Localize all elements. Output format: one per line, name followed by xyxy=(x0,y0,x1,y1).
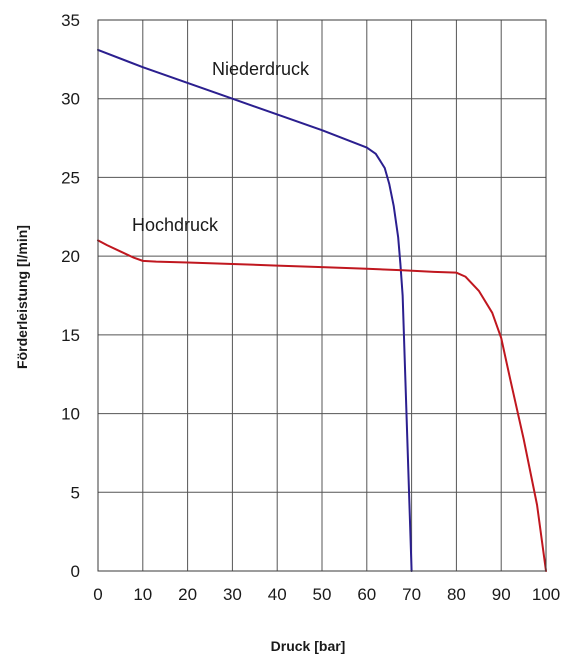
x-tick-label: 30 xyxy=(223,585,242,604)
y-tick-label: 0 xyxy=(71,562,80,581)
y-tick-label: 30 xyxy=(61,90,80,109)
x-tick-label: 0 xyxy=(93,585,102,604)
x-tick-label: 50 xyxy=(313,585,332,604)
x-tick-label: 80 xyxy=(447,585,466,604)
plot-frame xyxy=(97,19,547,572)
tick-labels: 0 10 20 30 40 50 60 70 80 90 100 0 5 10 15 20 25 30 35 xyxy=(61,11,560,604)
y-tick-label: 35 xyxy=(61,11,80,30)
series-label-hochdruck: Hochdruck xyxy=(132,215,219,235)
x-tick-label: 20 xyxy=(178,585,197,604)
x-tick-label: 40 xyxy=(268,585,287,604)
x-tick-label: 90 xyxy=(492,585,511,604)
series-label-niederdruck: Niederdruck xyxy=(212,59,310,79)
series-lines xyxy=(97,48,547,572)
y-tick-label: 15 xyxy=(61,326,80,345)
y-axis-title: Förderleistung [l/min] xyxy=(14,225,30,369)
y-tick-label: 10 xyxy=(61,405,80,424)
x-tick-label: 10 xyxy=(133,585,152,604)
series-line-niederdruck xyxy=(97,48,413,572)
y-tick-label: 5 xyxy=(71,483,80,502)
x-tick-label: 100 xyxy=(532,585,560,604)
x-axis-title: Druck [bar] xyxy=(271,638,346,654)
x-tick-label: 60 xyxy=(357,585,376,604)
y-tick-label: 25 xyxy=(61,168,80,187)
y-tick-label: 20 xyxy=(61,247,80,266)
x-tick-label: 70 xyxy=(402,585,421,604)
series-line-hochdruck xyxy=(97,239,547,572)
